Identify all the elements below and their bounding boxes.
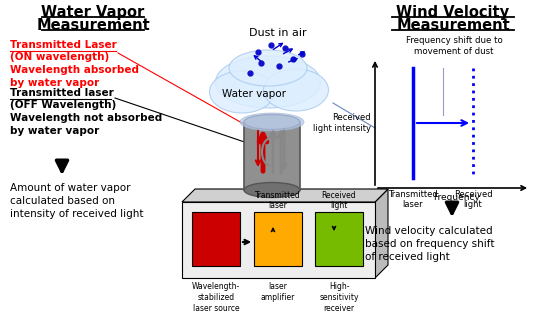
Text: Water vapor: Water vapor — [222, 89, 286, 99]
Ellipse shape — [215, 56, 321, 108]
Ellipse shape — [244, 182, 300, 197]
Polygon shape — [182, 202, 375, 278]
Polygon shape — [182, 189, 388, 202]
Bar — [315, 212, 363, 266]
Text: Frequency shift due to
movement of dust: Frequency shift due to movement of dust — [406, 36, 502, 56]
Text: (ON wavelength)
Wavelength absorbed
by water vapor: (ON wavelength) Wavelength absorbed by w… — [10, 52, 139, 89]
Text: Frequency: Frequency — [434, 193, 481, 202]
Text: Received
light: Received light — [454, 190, 492, 209]
Text: Water Vapor: Water Vapor — [42, 5, 145, 20]
Polygon shape — [375, 189, 388, 278]
Text: Transmitted Laser: Transmitted Laser — [10, 40, 117, 50]
Text: Measurement: Measurement — [396, 18, 510, 33]
Text: Dust in air: Dust in air — [249, 28, 307, 38]
Text: (OFF Wavelength)
Wavelength not absorbed
by water vapor: (OFF Wavelength) Wavelength not absorbed… — [10, 100, 162, 136]
Text: Wind velocity calculated
based on frequency shift
of received light: Wind velocity calculated based on freque… — [365, 226, 495, 263]
Text: High-
sensitivity
receiver: High- sensitivity receiver — [319, 282, 359, 313]
Ellipse shape — [240, 113, 304, 131]
Text: Wavelength-
stabilized
laser source: Wavelength- stabilized laser source — [192, 282, 240, 313]
Bar — [244, 122, 300, 190]
Text: Transmitted
laser: Transmitted laser — [255, 191, 301, 210]
Text: laser
amplifier: laser amplifier — [261, 282, 295, 302]
Ellipse shape — [229, 50, 307, 86]
Text: Transmitted
laser: Transmitted laser — [388, 190, 438, 209]
Text: Transmitted laser: Transmitted laser — [10, 88, 114, 98]
Text: Received
light: Received light — [322, 191, 356, 210]
Text: Amount of water vapor
calculated based on
intensity of received light: Amount of water vapor calculated based o… — [10, 183, 144, 219]
Text: Wind Velocity: Wind Velocity — [396, 5, 510, 20]
Bar — [254, 212, 302, 266]
Text: Measurement: Measurement — [36, 18, 150, 33]
Ellipse shape — [264, 69, 328, 111]
Ellipse shape — [244, 115, 300, 130]
Text: Received
light intensity: Received light intensity — [313, 113, 371, 133]
Ellipse shape — [210, 71, 274, 113]
Bar — [192, 212, 240, 266]
